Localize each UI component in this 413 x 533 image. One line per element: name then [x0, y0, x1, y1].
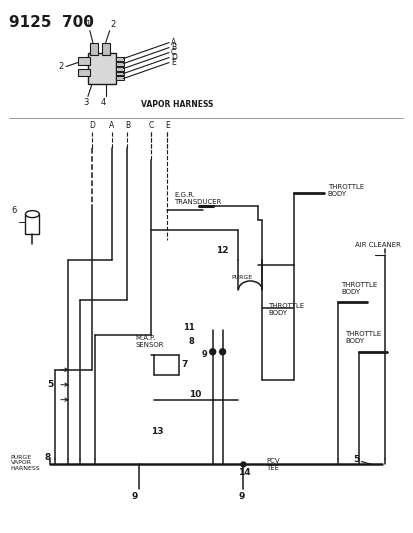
- Circle shape: [240, 462, 245, 467]
- Text: B: B: [171, 43, 176, 52]
- Text: C: C: [148, 122, 154, 131]
- Text: M.A.P.
SENSOR: M.A.P. SENSOR: [135, 335, 164, 348]
- Bar: [88, 53, 115, 84]
- Text: 13: 13: [151, 427, 164, 436]
- Text: 4: 4: [101, 99, 106, 108]
- Bar: [115, 71, 123, 76]
- Bar: [102, 43, 109, 54]
- Text: 9: 9: [131, 492, 137, 502]
- Text: THROTTLE
BODY: THROTTLE BODY: [341, 282, 377, 295]
- Circle shape: [209, 349, 215, 355]
- Text: C: C: [171, 48, 176, 57]
- Text: D: D: [89, 122, 95, 131]
- Text: 10: 10: [188, 390, 201, 399]
- Text: E: E: [164, 122, 169, 131]
- Text: 7: 7: [180, 360, 187, 369]
- Text: 8: 8: [188, 337, 193, 346]
- Text: 5: 5: [353, 455, 359, 464]
- Text: 5: 5: [47, 380, 53, 389]
- Text: 8: 8: [44, 453, 50, 462]
- Bar: [78, 56, 90, 64]
- Text: B: B: [125, 122, 130, 131]
- Text: 2: 2: [110, 20, 116, 29]
- Text: 3: 3: [83, 99, 88, 108]
- Text: THROTTLE
BODY: THROTTLE BODY: [268, 303, 304, 316]
- Text: 6: 6: [11, 206, 17, 215]
- Text: A: A: [109, 122, 114, 131]
- Text: THROTTLE
BODY: THROTTLE BODY: [327, 184, 363, 197]
- Text: 9125  700: 9125 700: [9, 15, 93, 30]
- Text: 11: 11: [183, 324, 195, 333]
- Text: 2: 2: [59, 62, 64, 71]
- Text: 9: 9: [202, 350, 207, 359]
- Text: E: E: [171, 58, 176, 67]
- Text: A: A: [171, 38, 176, 47]
- Text: VAPOR HARNESS: VAPOR HARNESS: [141, 100, 213, 109]
- Text: PURGE: PURGE: [231, 276, 252, 280]
- Text: 12: 12: [216, 246, 228, 255]
- Bar: [78, 69, 90, 77]
- Text: PURGE
VAPOR
HARNESS: PURGE VAPOR HARNESS: [11, 455, 40, 471]
- Ellipse shape: [26, 211, 39, 217]
- Text: AIR CLEANER: AIR CLEANER: [354, 242, 400, 248]
- Text: 14: 14: [238, 469, 250, 478]
- Bar: [26, 214, 39, 234]
- Text: 9: 9: [237, 492, 244, 502]
- Text: D: D: [171, 53, 176, 62]
- Bar: [115, 77, 123, 80]
- Text: THROTTLE
BODY: THROTTLE BODY: [344, 331, 381, 344]
- Bar: [115, 67, 123, 70]
- Bar: [115, 61, 123, 66]
- Bar: [90, 43, 97, 54]
- Bar: [115, 56, 123, 61]
- Circle shape: [219, 349, 225, 355]
- Text: PCV
TEE: PCV TEE: [266, 457, 279, 471]
- Text: 1: 1: [85, 20, 90, 29]
- Text: E.G.R.
TRANSDUCER: E.G.R. TRANSDUCER: [173, 192, 221, 205]
